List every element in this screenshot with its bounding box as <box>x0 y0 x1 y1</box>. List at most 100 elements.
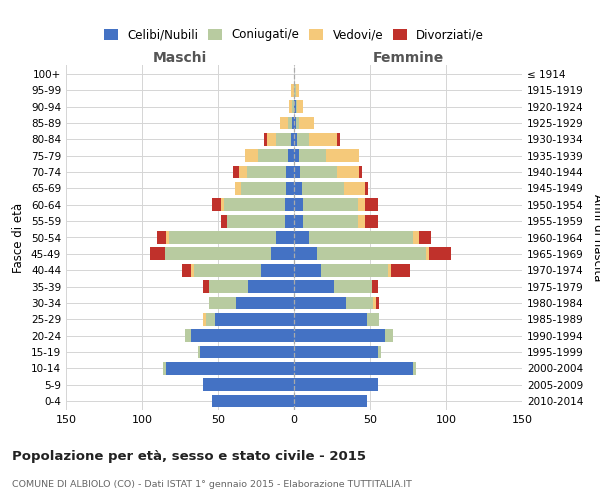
Bar <box>291 133 294 146</box>
Bar <box>157 231 166 244</box>
Bar <box>294 133 297 146</box>
Bar <box>413 231 419 244</box>
Bar <box>309 133 337 146</box>
Bar <box>206 313 215 326</box>
Bar <box>296 116 299 130</box>
Bar <box>212 198 221 211</box>
Bar <box>346 296 373 310</box>
Bar <box>337 133 340 146</box>
Bar <box>285 198 294 211</box>
Bar <box>294 215 303 228</box>
Bar <box>215 313 294 326</box>
Bar <box>209 296 236 310</box>
Bar <box>163 362 166 374</box>
Bar <box>302 182 344 195</box>
Text: COMUNE DI ALBIOLO (CO) - Dati ISTAT 1° gennaio 2015 - Elaborazione TUTTITALIA.IT: COMUNE DI ALBIOLO (CO) - Dati ISTAT 1° g… <box>12 480 412 489</box>
Y-axis label: Fasce di età: Fasce di età <box>13 202 25 272</box>
Bar <box>271 248 294 260</box>
Bar <box>224 198 285 211</box>
Bar <box>376 296 379 310</box>
Bar <box>294 198 303 211</box>
Bar <box>303 215 358 228</box>
Bar <box>236 296 294 310</box>
Bar <box>257 150 288 162</box>
Bar <box>194 264 260 276</box>
Bar <box>413 362 416 374</box>
Bar <box>291 84 294 96</box>
Bar <box>309 231 413 244</box>
Bar <box>233 166 239 178</box>
Bar <box>365 215 377 228</box>
Bar <box>359 166 362 178</box>
Bar <box>296 84 299 96</box>
Bar <box>212 394 294 407</box>
Bar <box>221 215 227 228</box>
Bar <box>286 166 294 178</box>
Bar <box>388 264 391 276</box>
Bar <box>373 296 376 310</box>
Bar <box>276 133 291 146</box>
Bar <box>266 133 276 146</box>
Text: Popolazione per età, sesso e stato civile - 2015: Popolazione per età, sesso e stato civil… <box>12 450 366 463</box>
Bar <box>203 313 206 326</box>
Bar <box>426 248 429 260</box>
Bar <box>358 215 365 228</box>
Bar <box>294 166 300 178</box>
Bar <box>294 296 346 310</box>
Bar <box>344 182 365 195</box>
Bar <box>198 346 200 358</box>
Legend: Celibi/Nubili, Coniugati/e, Vedovi/e, Divorziati/e: Celibi/Nubili, Coniugati/e, Vedovi/e, Di… <box>101 26 487 44</box>
Bar <box>391 264 410 276</box>
Text: Femmine: Femmine <box>373 51 443 65</box>
Bar <box>419 231 431 244</box>
Bar <box>200 346 294 358</box>
Bar <box>288 116 292 130</box>
Bar <box>289 100 292 113</box>
Bar <box>299 150 326 162</box>
Bar <box>294 231 309 244</box>
Bar <box>166 231 169 244</box>
Bar <box>294 313 367 326</box>
Bar <box>260 264 294 276</box>
Bar <box>365 182 368 195</box>
Y-axis label: Anni di nascita: Anni di nascita <box>590 194 600 281</box>
Bar <box>292 100 294 113</box>
Bar <box>294 264 322 276</box>
Bar <box>299 116 314 130</box>
Bar <box>280 116 288 130</box>
Bar <box>166 362 294 374</box>
Bar <box>303 198 358 211</box>
Text: Maschi: Maschi <box>153 51 207 65</box>
Bar <box>235 182 241 195</box>
Bar <box>203 280 209 293</box>
Bar <box>221 198 224 211</box>
Bar <box>377 346 380 358</box>
Bar <box>248 280 294 293</box>
Bar <box>209 280 248 293</box>
Bar <box>247 166 286 178</box>
Bar <box>296 100 297 113</box>
Bar <box>385 329 393 342</box>
Bar <box>294 182 302 195</box>
Bar <box>182 264 191 276</box>
Bar <box>297 133 309 146</box>
Bar <box>294 280 334 293</box>
Bar <box>294 116 296 130</box>
Bar <box>245 150 257 162</box>
Bar <box>294 100 296 113</box>
Bar <box>169 231 276 244</box>
Bar <box>292 116 294 130</box>
Bar <box>365 198 377 211</box>
Bar <box>371 280 377 293</box>
Bar <box>185 329 191 342</box>
Bar <box>326 150 359 162</box>
Bar <box>294 362 413 374</box>
Bar <box>203 378 294 391</box>
Bar <box>294 346 377 358</box>
Bar <box>322 264 388 276</box>
Bar <box>429 248 451 260</box>
Bar <box>294 84 296 96</box>
Bar <box>367 313 379 326</box>
Bar <box>276 231 294 244</box>
Bar <box>149 248 165 260</box>
